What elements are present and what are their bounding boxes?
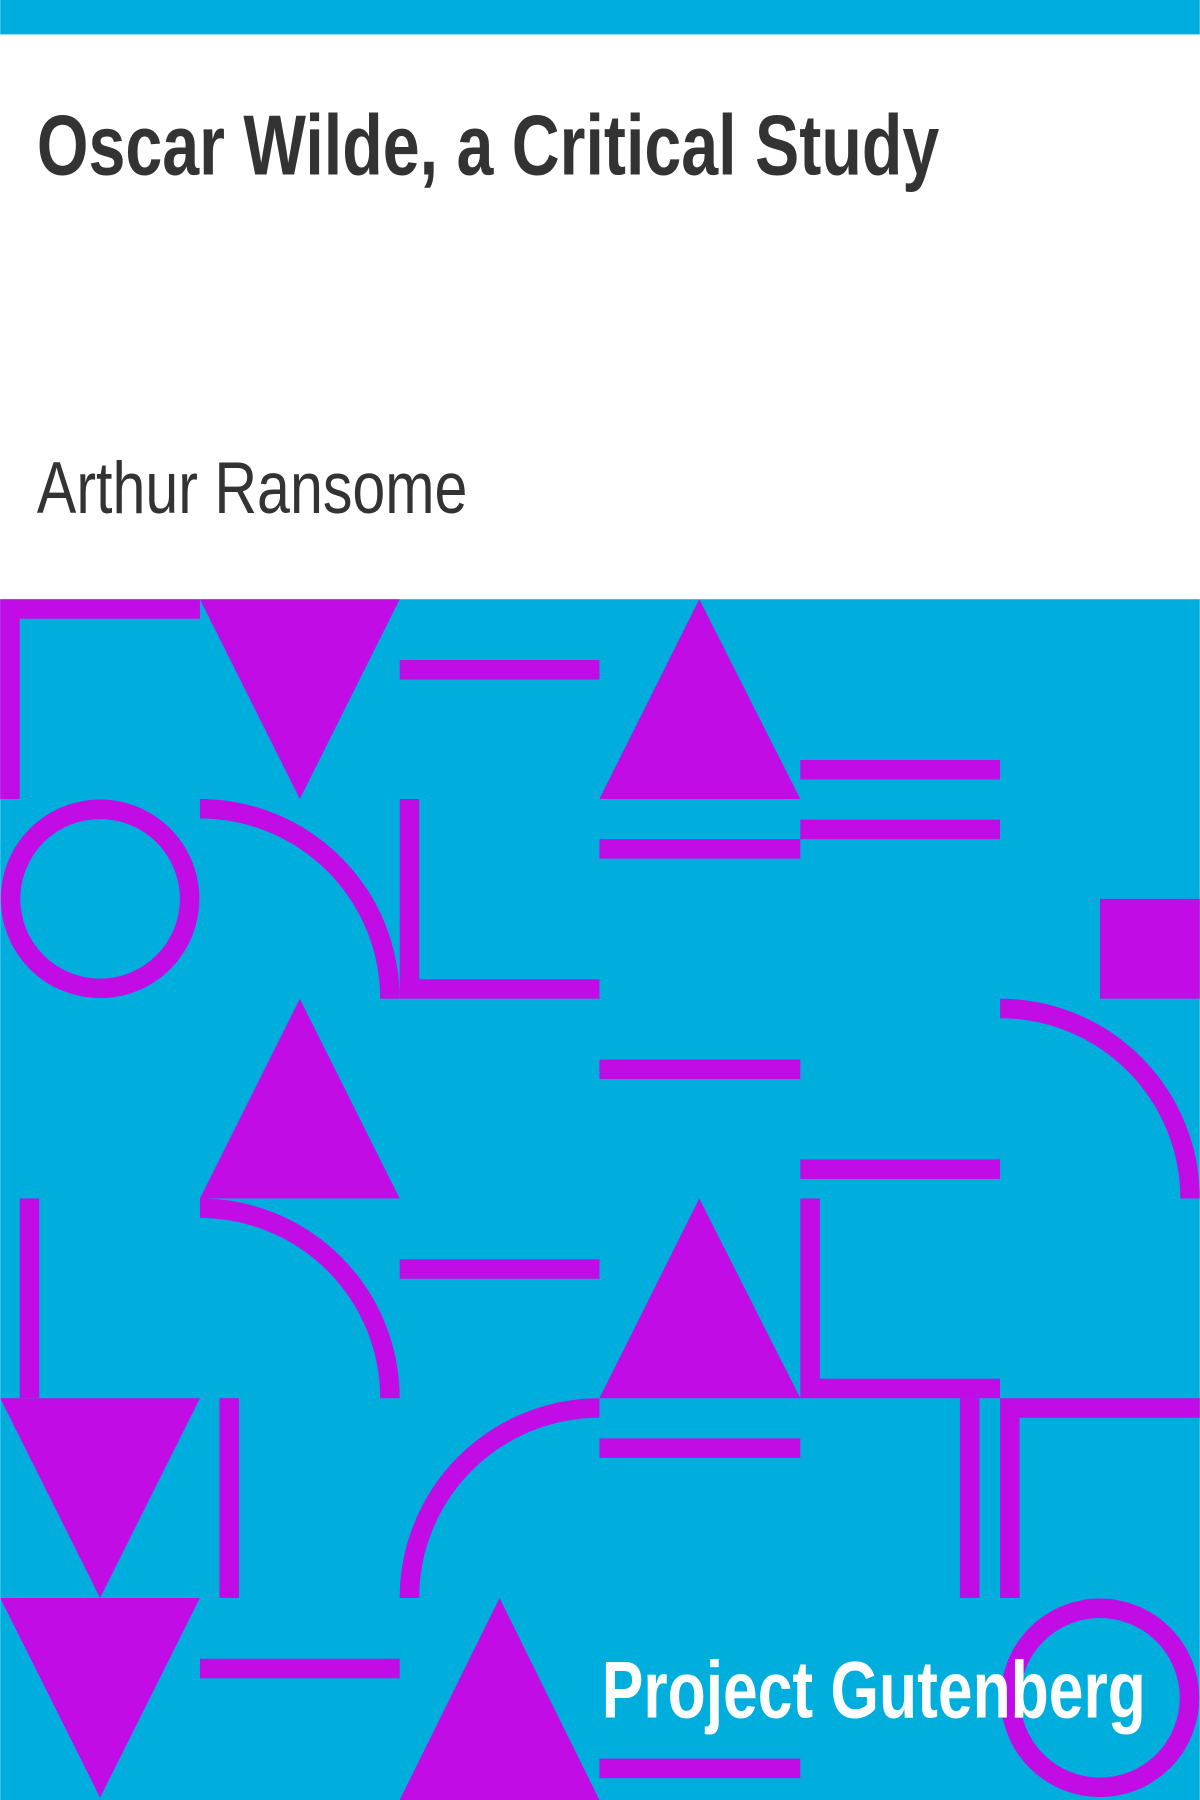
top-stripe: [0, 0, 1200, 35]
publisher: Project Gutenberg: [602, 1645, 1146, 1735]
book-title: Oscar Wilde, a Critical Study: [37, 97, 939, 192]
triangle: [0, 1597, 200, 1798]
triangle: [599, 599, 801, 799]
bar: [19, 1198, 40, 1399]
ring: [0, 799, 200, 999]
bar: [199, 1658, 400, 1679]
square: [1099, 898, 1200, 999]
arc: [199, 1198, 400, 1399]
bar: [599, 839, 801, 859]
bar: [800, 1159, 1001, 1179]
triangle: [399, 1597, 600, 1800]
arc: [399, 1398, 600, 1598]
bar: [959, 1398, 980, 1598]
bar: [399, 1259, 600, 1279]
bar: [800, 819, 1001, 840]
bar: [800, 759, 1001, 780]
triangle: [599, 1198, 801, 1399]
bar: [599, 1758, 801, 1779]
bar: [599, 1438, 801, 1458]
bar: [219, 1398, 239, 1598]
pattern-area: [0, 599, 1200, 1800]
title-area: [0, 34, 1200, 600]
triangle: [0, 1398, 200, 1598]
arc: [1000, 998, 1200, 1199]
triangle: [199, 998, 400, 1199]
bar: [599, 1059, 801, 1080]
book-author: Arthur Ransome: [37, 446, 467, 529]
triangle: [199, 599, 400, 799]
arc: [199, 798, 400, 999]
ring: [1000, 1598, 1200, 1798]
bar: [399, 660, 600, 680]
